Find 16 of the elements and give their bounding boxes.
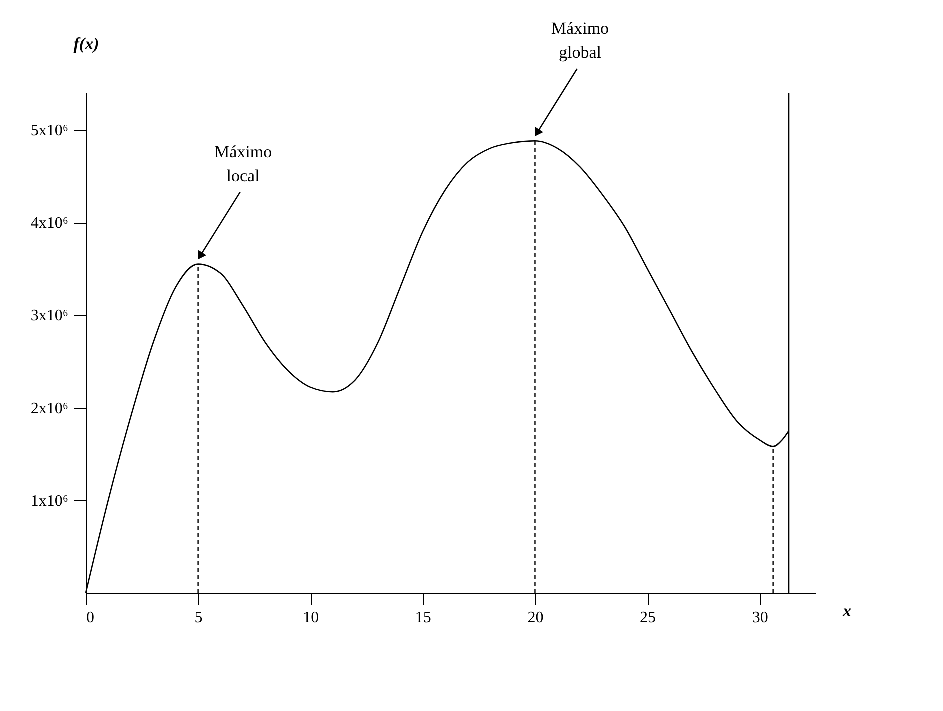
y-tick-label: 3x10⁶ bbox=[30, 308, 68, 325]
y-tick-label: 5x10⁶ bbox=[30, 122, 68, 140]
y-axis-title: f(x) bbox=[74, 34, 100, 54]
annotation: Máximo global bbox=[551, 19, 610, 62]
x-tick-label: 0 bbox=[86, 610, 94, 626]
y-tick-label: 1x10⁶ bbox=[30, 492, 68, 510]
x-axis-title: x bbox=[842, 602, 852, 620]
y-tick-label: 2x10⁶ bbox=[30, 400, 68, 418]
annotation: Máximo local bbox=[214, 142, 272, 186]
x-tick-label: 15 bbox=[415, 610, 432, 626]
x-tick-label: 20 bbox=[528, 610, 544, 626]
x-tick-label: 25 bbox=[640, 610, 656, 626]
x-tick-label: 5 bbox=[194, 610, 203, 626]
x-tick-label: 10 bbox=[303, 610, 320, 626]
y-tick-label: 4x10⁶ bbox=[30, 215, 68, 232]
x-tick-label: 30 bbox=[752, 610, 768, 626]
